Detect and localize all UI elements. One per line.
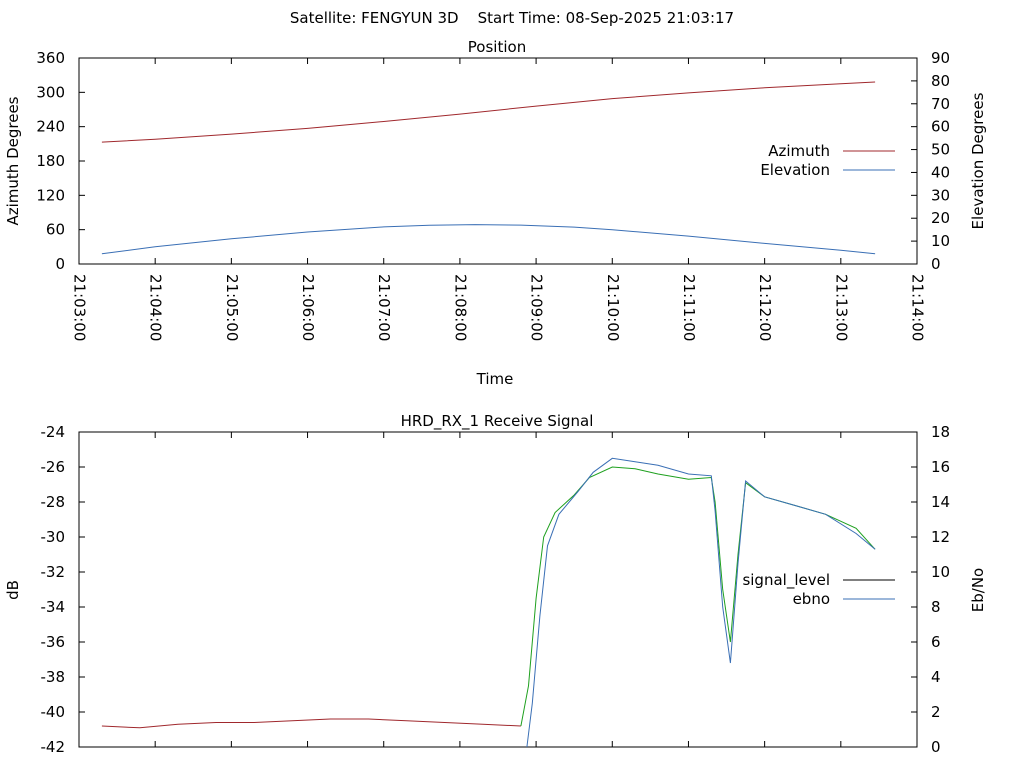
x-tick-label: 21:05:00	[223, 274, 241, 341]
y-tick-label: -30	[41, 528, 66, 546]
x-tick-label: 21:03:00	[71, 274, 89, 341]
y2-tick-label: 2	[931, 703, 941, 721]
y-tick-label: 120	[36, 186, 65, 204]
y-tick-label: 360	[36, 49, 65, 67]
y-tick-label: -36	[41, 633, 66, 651]
y2-tick-label: 12	[931, 528, 950, 546]
signal-chart: HRD_RX_1 Receive Signal -42-40-38-36-34-…	[4, 412, 987, 756]
y-tick-label: 300	[36, 83, 65, 101]
y2-tick-label: 0	[931, 255, 941, 273]
signal-ylabel: dB	[4, 580, 22, 600]
signal-x-ticks	[78, 432, 918, 747]
y2-tick-label: 50	[931, 141, 950, 159]
x-tick-label: 21:10:00	[604, 274, 622, 341]
y2-tick-label: 4	[931, 668, 941, 686]
y2-tick-label: 40	[931, 163, 950, 181]
y2-tick-label: 30	[931, 186, 950, 204]
y2-tick-label: 10	[931, 563, 950, 581]
y-tick-label: 180	[36, 152, 65, 170]
position-xlabel: Time	[476, 370, 514, 388]
signal-plot-frame	[78, 431, 918, 748]
y-tick-label: -38	[41, 668, 66, 686]
signal-y2label: Eb/No	[969, 568, 987, 612]
position-x-ticks: 21:03:00 21:04:00 21:05:00 21:06:00 21:07:00…	[71, 58, 927, 341]
y-tick-label: -26	[41, 458, 66, 476]
y-tick-label: -24	[41, 423, 66, 441]
y2-tick-label: 90	[931, 49, 950, 67]
legend-ebno-label: ebno	[793, 590, 830, 608]
series-line	[526, 457, 876, 748]
y2-tick-label: 6	[931, 633, 941, 651]
legend-azimuth-label: Azimuth	[768, 142, 830, 160]
y-tick-label: -40	[41, 703, 66, 721]
y-tick-label: -34	[41, 598, 66, 616]
chart-header: Satellite: FENGYUN 3D Start Time: 08-Sep…	[290, 9, 734, 27]
x-tick-label: 21:12:00	[756, 274, 774, 341]
y-tick-label: -32	[41, 563, 66, 581]
signal-y-ticks: -42 -40 -38 -36 -34 -32 -30 -28 -26 -24	[41, 423, 85, 756]
y2-tick-label: 8	[931, 598, 941, 616]
y-tick-label: 240	[36, 118, 65, 136]
y2-tick-label: 18	[931, 423, 950, 441]
y2-tick-label: 14	[931, 493, 950, 511]
series-line	[101, 224, 876, 255]
signal-legend: signal_level ebno	[742, 571, 895, 608]
position-legend: Azimuth Elevation	[760, 142, 895, 179]
position-y-ticks: 0 60 120 180 240 300 360	[36, 49, 85, 273]
series-line	[101, 81, 876, 143]
x-tick-label: 21:14:00	[909, 274, 927, 341]
y-tick-label: -28	[41, 493, 66, 511]
y2-tick-label: 10	[931, 232, 950, 250]
y2-tick-label: 16	[931, 458, 950, 476]
y2-tick-label: 70	[931, 95, 950, 113]
y2-tick-label: 20	[931, 209, 950, 227]
legend-signal-level-label: signal_level	[742, 571, 830, 590]
position-y2label: Elevation Degrees	[969, 92, 987, 229]
position-ylabel: Azimuth Degrees	[4, 96, 22, 225]
signal-title: HRD_RX_1 Receive Signal	[401, 412, 594, 431]
position-chart: Position 0 60 120 180 240 300 360 0 10 20 30 40 50 6…	[4, 38, 987, 388]
x-tick-label: 21:06:00	[299, 274, 317, 341]
x-tick-label: 21:11:00	[680, 274, 698, 341]
signal-y2-ticks: 0 2 4 6 8 10 12 14 16 18	[911, 423, 950, 756]
y2-tick-label: 60	[931, 118, 950, 136]
position-title: Position	[468, 38, 526, 56]
position-y2-ticks: 0 10 20 30 40 50 60 70 80 90	[911, 49, 950, 273]
y2-tick-label: 0	[931, 738, 941, 756]
x-tick-label: 21:09:00	[528, 274, 546, 341]
x-tick-label: 21:08:00	[451, 274, 469, 341]
y2-tick-label: 80	[931, 72, 950, 90]
x-tick-label: 21:04:00	[147, 274, 165, 341]
x-tick-label: 21:07:00	[375, 274, 393, 341]
x-tick-label: 21:13:00	[832, 274, 850, 341]
y-tick-label: -42	[41, 738, 66, 756]
series-line	[101, 718, 521, 729]
position-series	[101, 81, 876, 255]
y-tick-label: 60	[46, 221, 65, 239]
legend-elevation-label: Elevation	[760, 161, 830, 179]
signal-series	[101, 457, 876, 748]
y-tick-label: 0	[55, 255, 65, 273]
